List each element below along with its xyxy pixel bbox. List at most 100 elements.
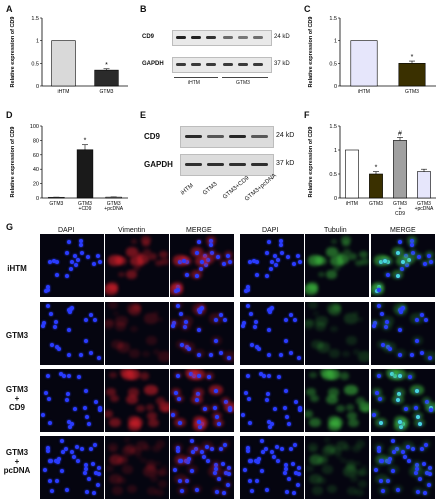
chart-d-ytick: 20 bbox=[33, 182, 39, 188]
micrograph-tile bbox=[105, 369, 169, 432]
g-row-label-2: GTM3 bbox=[5, 331, 29, 340]
micrograph-tile bbox=[105, 234, 169, 297]
panel-label-c: C bbox=[304, 4, 311, 14]
g-header-dapi-right: DAPI bbox=[262, 227, 279, 234]
chart-d-ytick: 40 bbox=[33, 167, 39, 173]
blot-b-cd9-kd: 24 kD bbox=[274, 34, 290, 40]
chart-d-ytick: 60 bbox=[33, 153, 39, 159]
g-header-merge-left: MERGE bbox=[186, 227, 212, 234]
chart-f-ytick: 0 bbox=[334, 196, 337, 202]
blot-e-cd9-kd: 24 kD bbox=[276, 132, 295, 139]
blot-b-cd9-strip bbox=[172, 30, 272, 46]
chart-f-ytick: 1 bbox=[334, 148, 337, 154]
chart-a-xtick: iHTM bbox=[58, 89, 70, 95]
chart-f-xtick: GTM3 + CD9 bbox=[393, 201, 407, 217]
chart-d-xtick: GTM3 +CD9 bbox=[78, 201, 92, 212]
bar-chart-f: Relative expression of CD9 0 0.5 1 1.5 iHTM * G… bbox=[308, 124, 436, 217]
micrograph-tile bbox=[240, 302, 304, 365]
micrograph-tile bbox=[40, 369, 104, 432]
blot-b-group-ihtm: iHTM bbox=[188, 80, 200, 86]
chart-c-ytick: 1 bbox=[334, 39, 337, 45]
g-row-label-4: GTM3 + pcDNA bbox=[3, 448, 31, 475]
chart-c-ylabel: Relative expression of CD9 bbox=[308, 17, 314, 88]
chart-d-ytick: 0 bbox=[36, 196, 39, 202]
blot-e-cd9-label: CD9 bbox=[144, 132, 161, 141]
chart-f-bar bbox=[369, 173, 383, 199]
micrograph-tile bbox=[371, 302, 435, 365]
g-row-label-3: GTM3 + CD9 bbox=[5, 385, 29, 412]
micrograph-tile bbox=[305, 302, 369, 365]
micrograph-tile bbox=[305, 234, 369, 297]
blot-b-group-gtm3: GTM3 bbox=[236, 80, 250, 86]
chart-f-ylabel: Relative expression of CD9 bbox=[308, 127, 314, 198]
g-header-vimentin: Vimentin bbox=[118, 227, 146, 234]
blot-e-gapdh-kd: 37 kD bbox=[276, 160, 295, 167]
micrograph-tile bbox=[240, 436, 304, 499]
chart-f-ytick: 0.5 bbox=[329, 172, 337, 178]
bar-chart-d: Relative expression of CD9 0 20 40 60 80 100 GT… bbox=[10, 124, 128, 212]
g-header-tubulin: Tubulin bbox=[324, 227, 347, 234]
chart-a-ytick: 0 bbox=[36, 84, 39, 90]
chart-c-bar bbox=[398, 63, 426, 87]
chart-c-ytick: 0 bbox=[334, 84, 337, 90]
chart-d-xtick: GTM3 +pcDNA bbox=[104, 201, 123, 212]
blot-e-gapdh-label: GAPDH bbox=[144, 160, 173, 169]
micrograph-tile bbox=[105, 436, 169, 499]
micrograph-tile bbox=[371, 436, 435, 499]
chart-f-xtick: iHTM bbox=[346, 201, 358, 207]
blot-b-gapdh-strip bbox=[172, 57, 272, 73]
chart-a-ytick: 1 bbox=[36, 39, 39, 45]
chart-c-ytick: 0.5 bbox=[329, 61, 337, 67]
chart-c-xtick: GTM3 bbox=[405, 89, 419, 95]
micrograph-tile bbox=[240, 369, 304, 432]
blot-e-lane-1: iHTM bbox=[180, 182, 195, 197]
chart-d-ytick: 80 bbox=[33, 138, 39, 144]
micrograph-tile bbox=[371, 234, 435, 297]
chart-a-xtick: GTM3 bbox=[100, 89, 114, 95]
chart-d-ylabel: Relative expression of CD9 bbox=[10, 127, 16, 198]
chart-d-bar bbox=[105, 196, 122, 199]
panel-label-f: F bbox=[304, 110, 310, 120]
micrograph-tile bbox=[105, 302, 169, 365]
micrograph-tile bbox=[170, 234, 234, 297]
bar-chart-c: Relative expression of CD9 0 0.5 1 1.5 iHTM * G… bbox=[308, 16, 436, 95]
g-header-merge-right: MERGE bbox=[390, 227, 416, 234]
panel-label-b: B bbox=[140, 4, 147, 14]
chart-f-xtick: GTM3 bbox=[369, 201, 383, 207]
g-row-label-1: iHTM bbox=[7, 264, 27, 273]
micrograph-tile bbox=[170, 369, 234, 432]
chart-a-ytick: 0.5 bbox=[31, 61, 39, 67]
blot-e-lane-2: GTM3 bbox=[202, 181, 219, 197]
chart-c-xtick: iHTM bbox=[358, 89, 370, 95]
micrograph-tile bbox=[371, 369, 435, 432]
micrograph-tile bbox=[170, 436, 234, 499]
chart-f-sig-mark: * bbox=[375, 165, 378, 172]
blot-b-gapdh-label: GAPDH bbox=[142, 61, 164, 67]
micrograph-tile bbox=[240, 234, 304, 297]
micrograph-tile bbox=[170, 302, 234, 365]
chart-a-ylabel: Relative expression of CD9 bbox=[10, 17, 16, 88]
chart-a-sig-mark: * bbox=[105, 62, 108, 69]
chart-f-bar bbox=[345, 149, 359, 199]
panel-label-a: A bbox=[6, 4, 13, 14]
panel-label-e: E bbox=[140, 110, 147, 120]
blot-b-cd9-label: CD9 bbox=[142, 34, 155, 40]
panel-label-g: G bbox=[6, 222, 14, 232]
blot-e-cd9-strip bbox=[180, 126, 274, 148]
micrograph-tile bbox=[40, 234, 104, 297]
chart-d-xtick: GTM3 bbox=[49, 201, 63, 207]
micrograph-tile bbox=[305, 436, 369, 499]
blot-e-gapdh-strip bbox=[180, 154, 274, 176]
micrograph-tile bbox=[305, 369, 369, 432]
micrograph-tile bbox=[40, 436, 104, 499]
chart-a-bar bbox=[51, 40, 76, 87]
chart-f-bar bbox=[417, 171, 431, 199]
chart-d-sig-mark: * bbox=[84, 138, 87, 145]
micrograph-tile bbox=[40, 302, 104, 365]
chart-d-ytick: 100 bbox=[30, 124, 39, 130]
bar-chart-a: Relative expression of CD9 0 0.5 1 1.5 iHTM * G… bbox=[10, 16, 128, 95]
chart-f-bar bbox=[393, 140, 407, 199]
blot-b-gapdh-kd: 37 kD bbox=[274, 61, 290, 67]
chart-f-xtick: GTM3 +pcDNA bbox=[415, 201, 434, 212]
g-header-dapi-left: DAPI bbox=[58, 227, 75, 234]
